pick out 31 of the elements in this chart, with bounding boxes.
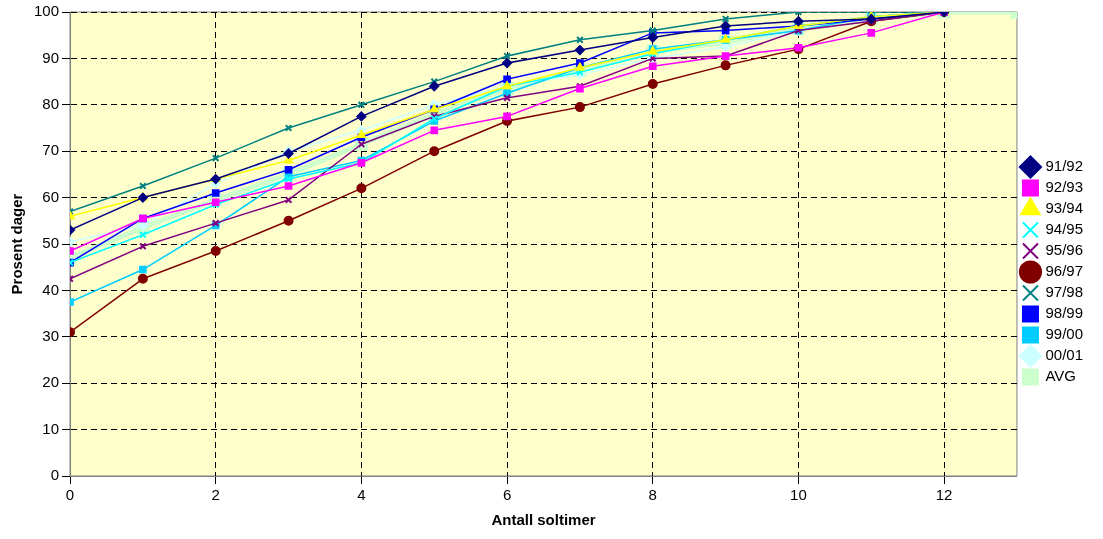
x-tick-label: 12 [935, 486, 953, 504]
y-tick-label: 10 [42, 419, 60, 437]
y-tick-label: 80 [42, 94, 60, 112]
y-tick-label: 70 [42, 141, 60, 159]
legend-label: 99/00 [1045, 325, 1084, 343]
legend-label: 98/99 [1045, 304, 1084, 322]
legend-label: 91/92 [1045, 157, 1084, 175]
y-tick-label: 60 [42, 187, 60, 205]
y-tick-label: 20 [42, 373, 60, 391]
x-tick-label: 8 [648, 486, 657, 504]
legend-label: 94/95 [1045, 220, 1084, 238]
x-tick-label: 6 [502, 486, 512, 504]
y-tick-label: 50 [42, 234, 60, 252]
legend-label: AVG [1045, 367, 1077, 385]
legend-label: 96/97 [1045, 262, 1084, 280]
y-axis-title: Prosent dager [8, 193, 26, 295]
y-tick-label: 90 [42, 48, 60, 66]
legend-label: 93/94 [1045, 199, 1084, 217]
x-axis-title: Antall soltimer [491, 511, 596, 529]
x-tick-label: 4 [357, 486, 366, 504]
x-tick-label: 10 [790, 486, 807, 504]
legend-label: 00/01 [1045, 346, 1084, 364]
legend-label: 92/93 [1045, 178, 1084, 196]
x-tick-label: 2 [211, 486, 220, 504]
y-tick-label: 0 [50, 466, 60, 484]
y-tick-label: 40 [42, 280, 60, 298]
legend-label: 95/96 [1045, 241, 1084, 259]
legend-label: 97/98 [1045, 283, 1084, 301]
y-tick-label: 100 [34, 2, 60, 20]
y-tick-label: 30 [42, 326, 60, 344]
x-tick-label: 0 [65, 486, 75, 504]
